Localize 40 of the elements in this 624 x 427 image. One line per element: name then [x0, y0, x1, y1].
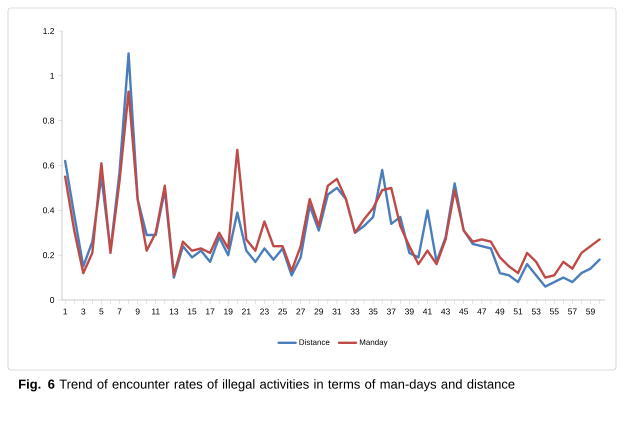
- line-series: [64, 52, 601, 288]
- x-tick-label: 29: [314, 308, 324, 315]
- x-tick-label: 15: [188, 308, 196, 314]
- x-tick-label: 33: [350, 308, 360, 315]
- x-tick-label: 23: [260, 308, 269, 315]
- x-tick-label: 19: [224, 308, 233, 315]
- x-tick-label: 37: [386, 308, 396, 315]
- y-tick-label: 0: [50, 297, 54, 303]
- x-tick-label: 49: [495, 308, 504, 315]
- x-tick-label: 3: [81, 308, 86, 315]
- line-series: [64, 90, 601, 279]
- y-tick-label: 1: [50, 72, 54, 79]
- x-tick-label: 11: [152, 308, 160, 314]
- y-tick-label: 1.2: [43, 28, 54, 34]
- x-tick-label: 31: [332, 308, 342, 315]
- x-tick-label: 9: [136, 308, 140, 315]
- y-tick-label: 0.4: [43, 207, 54, 214]
- x-tick-label: 1: [63, 308, 68, 314]
- x-tick-label: 25: [278, 308, 287, 315]
- x-tick-label: 39: [404, 308, 414, 315]
- x-tick-label: 53: [532, 308, 541, 315]
- x-tick-label: 35: [368, 308, 378, 315]
- x-tick-label: 51: [514, 308, 522, 314]
- y-tick-label: 0.6: [43, 162, 54, 168]
- x-tick-label: 57: [568, 308, 577, 314]
- x-tick-label: 55: [550, 308, 559, 314]
- x-tick-label: 43: [441, 308, 450, 315]
- x-tick-label: 21: [242, 308, 251, 314]
- text: Fig. 6 Trend of encounter rates of illegal activities in terms of man-days and distance: [19, 379, 514, 392]
- x-tick-label: 7: [118, 308, 122, 314]
- x-tick-label: 27: [296, 308, 305, 314]
- x-tick-label: 13: [170, 308, 178, 315]
- y-tick-label: 0.8: [43, 118, 54, 124]
- x-tick-label: 5: [99, 308, 104, 314]
- x-tick-label: 47: [477, 308, 486, 314]
- y-tick-label: 0.2: [43, 252, 54, 258]
- x-tick-label: 45: [459, 308, 468, 314]
- x-tick-label: 59: [586, 308, 595, 315]
- x-tick-label: 41: [422, 308, 432, 314]
- x-tick-label: 17: [206, 308, 214, 314]
